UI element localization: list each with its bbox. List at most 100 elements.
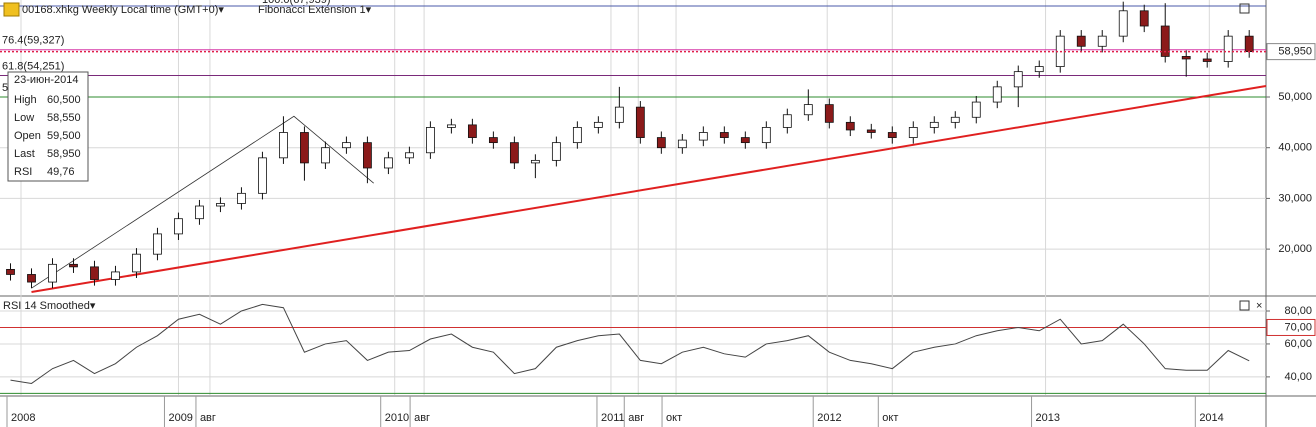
info-label: High (14, 94, 37, 106)
x-tick-label: 2009 (168, 412, 192, 424)
last-price-tag (1266, 43, 1316, 61)
close-button[interactable]: × (1256, 300, 1262, 312)
y-tick-label: 40,000 (1278, 142, 1312, 154)
y-tick-label: 60,00 (1284, 338, 1312, 350)
candle-body (300, 132, 309, 164)
candle-body (216, 203, 225, 207)
info-label: Last (14, 148, 35, 160)
candle-body (614, 106, 624, 123)
candle-body (656, 137, 666, 149)
trendline (31, 85, 1267, 293)
candle-body (1118, 10, 1128, 37)
candle-body (237, 192, 246, 204)
fib-anchor-line (31, 115, 374, 289)
fib-label: 61.8(54,251) (2, 60, 64, 72)
x-tick-label: 2014 (1199, 412, 1223, 424)
candle-body (363, 142, 372, 169)
candle-body (48, 263, 57, 283)
info-value: 59,500 (47, 130, 81, 142)
rsi-level-label: 70,00 (1284, 321, 1312, 333)
candle-body (950, 116, 960, 123)
candle-body (929, 121, 939, 128)
y-tick-label: 50,000 (1278, 91, 1312, 103)
rsi-level-tag (1266, 318, 1316, 336)
x-tick-label: 2010 (385, 412, 409, 424)
info-label: RSI (14, 166, 32, 178)
x-tick-label: окт (882, 412, 898, 424)
candle-body (530, 159, 540, 164)
candle-body (908, 127, 918, 138)
x-tick-label: 2012 (817, 412, 841, 424)
fib-label: 76.4(59,327) (2, 35, 64, 47)
candle-body (1034, 66, 1044, 73)
candle-body (1013, 71, 1023, 88)
candle-body (1097, 35, 1107, 47)
candle-body (635, 106, 645, 138)
candle-body (1202, 58, 1212, 62)
candle-body (761, 127, 771, 144)
candle-body (195, 205, 204, 220)
candle-body (1181, 56, 1191, 60)
fib-label: 100.0(67,939) (262, 0, 331, 6)
candle-body (572, 127, 582, 144)
rsi-title[interactable]: RSI 14 Smoothed▾ (3, 300, 96, 312)
candle-body (153, 233, 162, 255)
x-tick-label: 2011 (601, 412, 625, 424)
candle-body (132, 253, 141, 273)
last-price-label: 58,950 (1278, 46, 1312, 58)
candle-body (174, 218, 183, 235)
candle-body (992, 86, 1002, 103)
candle-body (551, 142, 561, 161)
candle-body (342, 142, 351, 149)
candle-body (1223, 35, 1233, 62)
candle-body (845, 121, 855, 131)
x-tick-label: авг (628, 412, 644, 424)
candle-body (782, 114, 792, 128)
candle-body (384, 157, 393, 169)
candle-body (27, 274, 36, 283)
info-label: Open (14, 130, 41, 142)
candle-body (1244, 35, 1254, 53)
candle-body (405, 152, 414, 159)
maximize-button[interactable] (1239, 300, 1250, 311)
candle-body (69, 263, 78, 268)
x-tick-label: 2013 (1036, 412, 1060, 424)
candle-body (887, 132, 897, 138)
candle-body (6, 268, 15, 275)
candle-body (677, 139, 687, 149)
y-tick-label: 80,00 (1284, 305, 1312, 317)
candle-body (467, 124, 477, 138)
rsi-line (10, 303, 1250, 384)
y-tick-label: 20,000 (1278, 243, 1312, 255)
candle-body (488, 137, 498, 144)
candle-body (740, 137, 750, 144)
x-tick-label: окт (666, 412, 682, 424)
x-tick-label: авг (414, 412, 430, 424)
candle-body (824, 104, 834, 123)
info-frame (7, 71, 89, 182)
candle-body (971, 101, 981, 118)
candle-body (1076, 35, 1086, 47)
candle-body (90, 266, 99, 280)
symbol-icon[interactable] (3, 2, 20, 17)
maximize-button[interactable] (1239, 3, 1250, 14)
candle-body (719, 132, 729, 138)
info-value: 58,550 (47, 112, 81, 124)
info-value: 60,500 (47, 94, 81, 106)
x-tick-label: 2008 (11, 412, 35, 424)
candle-body (446, 124, 456, 128)
candle-body (258, 157, 267, 194)
candle-body (803, 104, 813, 116)
info-label: Low (14, 112, 34, 124)
y-tick-label: 40,00 (1284, 371, 1312, 383)
study-name[interactable]: Fibonacci Extension 1▾ (258, 4, 372, 16)
info-box: 23-июн-2014 High 60,500 Low 58,550 Open 59,50… (7, 71, 89, 182)
candle-body (425, 127, 435, 154)
chart-title[interactable]: 00168.xhkg Weekly Local time (GMT+0)▾ (22, 4, 224, 16)
candle-body (698, 132, 708, 141)
fib-label: 5 (2, 82, 8, 94)
candle-body (1160, 25, 1170, 57)
